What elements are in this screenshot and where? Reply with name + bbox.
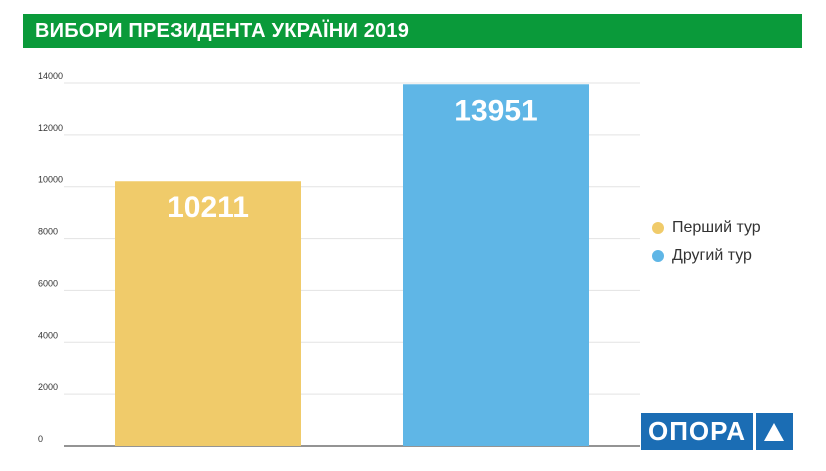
bar	[403, 84, 589, 446]
y-tick-label: 8000	[38, 227, 58, 237]
y-tick-label: 2000	[38, 382, 58, 392]
y-tick-label: 0	[38, 434, 43, 444]
triangle-icon	[755, 413, 793, 450]
y-tick-label: 12000	[38, 123, 63, 133]
data-label: 13951	[454, 94, 537, 127]
y-tick-label: 10000	[38, 175, 63, 185]
legend-swatch-first-round	[652, 222, 664, 234]
y-tick-label: 6000	[38, 278, 58, 288]
opora-logo: ОПОРА	[641, 413, 802, 450]
legend-swatch-second-round	[652, 250, 664, 262]
legend-label-second-round: Другий тур	[672, 247, 752, 264]
bar	[115, 181, 301, 447]
legend-item-second-round: Другий тур	[652, 242, 761, 270]
legend: Перший тур Другий тур	[652, 214, 761, 270]
legend-item-first-round: Перший тур	[652, 214, 761, 242]
data-label: 10211	[167, 191, 249, 224]
chart-title-bar: ВИБОРИ ПРЕЗИДЕНТА УКРАЇНИ 2019	[23, 14, 802, 48]
legend-label-first-round: Перший тур	[672, 219, 761, 236]
y-tick-label: 14000	[38, 71, 63, 81]
logo-text: ОПОРА	[641, 413, 753, 450]
y-tick-label: 4000	[38, 330, 58, 340]
page-title: ВИБОРИ ПРЕЗИДЕНТА УКРАЇНИ 2019	[35, 20, 410, 42]
